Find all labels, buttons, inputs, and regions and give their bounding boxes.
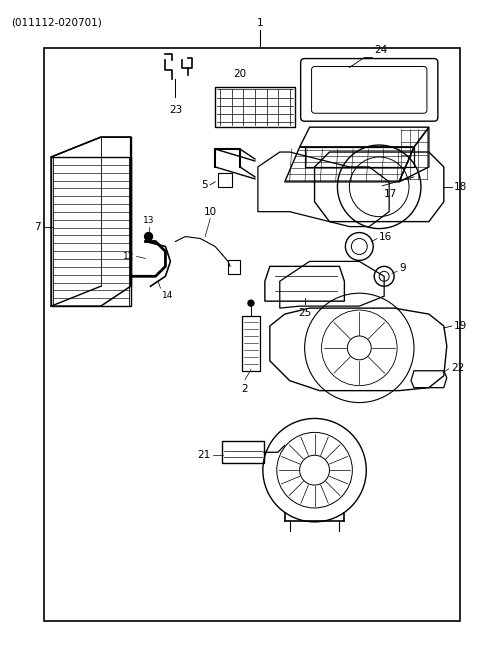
- Text: 9: 9: [399, 263, 406, 274]
- Text: 20: 20: [233, 70, 247, 79]
- Text: 16: 16: [379, 232, 393, 241]
- Bar: [228, 260, 240, 274]
- Text: 10: 10: [204, 207, 217, 216]
- Circle shape: [144, 233, 153, 241]
- Bar: [242, 316, 260, 371]
- Text: 23: 23: [169, 106, 182, 115]
- Circle shape: [248, 300, 254, 306]
- Text: 7: 7: [35, 222, 41, 232]
- Text: 5: 5: [202, 180, 208, 190]
- Bar: [44, 47, 459, 621]
- Text: 25: 25: [298, 308, 311, 318]
- Text: 1: 1: [257, 18, 263, 28]
- Text: 17: 17: [384, 189, 397, 199]
- Text: 24: 24: [374, 45, 387, 54]
- Bar: [51, 157, 131, 306]
- Text: 21: 21: [197, 450, 210, 461]
- Text: 12: 12: [123, 252, 134, 261]
- Bar: [218, 173, 232, 187]
- Text: (011112-020701): (011112-020701): [12, 18, 102, 28]
- Text: 2: 2: [241, 384, 248, 394]
- Text: 18: 18: [454, 182, 467, 192]
- Text: 19: 19: [454, 321, 467, 331]
- Text: 13: 13: [143, 216, 154, 224]
- Text: 22: 22: [451, 363, 464, 373]
- Bar: [222, 441, 264, 463]
- Text: 14: 14: [162, 291, 174, 300]
